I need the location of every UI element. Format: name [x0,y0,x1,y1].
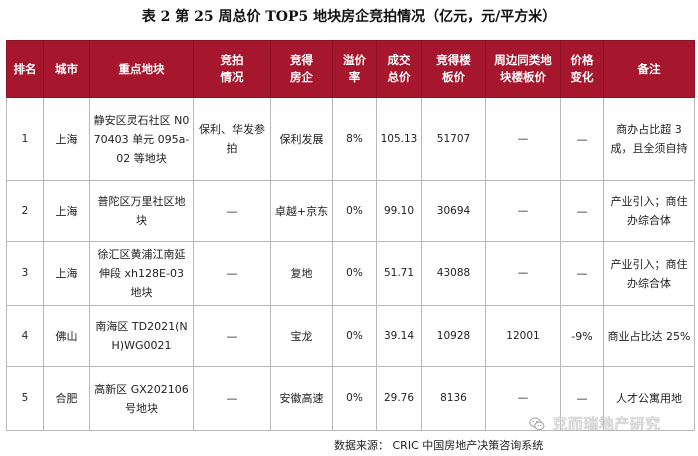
header-row: 排名 城市 重点地块 竞拍 情况 竞得 房企 溢价率成交 总价 竞得楼 板价 周边同类地 块楼板价 价格变… [6,40,695,98]
winner-cell: 保利发展 [270,97,333,181]
parcel-cell: 静安区灵石社区 N070403 单元 095a-02 等地块 [89,97,194,181]
table-row: 4 佛山 南海区 TD2021(NH)WG0021— 宝龙 0% 39.14 10928 12… [6,305,695,367]
city-cell: 佛山 [43,305,90,367]
floor-price-cell: 10928 [421,305,486,367]
premium-cell: 0% [332,366,377,431]
total-price-cell: 29.76 [376,366,422,431]
header-price-change: 价格 变化 [560,40,604,98]
watermark: 克而瑞地产研究 [529,414,661,434]
parcel-cell: 徐汇区黄浦江南延伸段 xh128E-03 地块 [89,241,194,306]
watermark-text: 克而瑞地产研究 [552,415,661,433]
price-change-cell: -9% [560,305,604,367]
city-cell: 上海 [43,180,90,242]
floor-price-cell: 43088 [421,241,486,306]
parcel-cell: 高新区 GX202106 号地块 [89,366,194,431]
note-cell: 商办占比超 3 成，且全须自持 [603,97,695,181]
winner-cell: 卓越+京东 [270,180,333,242]
header-parcel: 重点地块 [89,40,194,98]
winner-cell: 安徽高速 [270,366,333,431]
total-price-cell: 39.14 [376,305,422,367]
city-cell: 上海 [43,97,90,181]
wechat-icon [529,417,545,431]
premium-cell: 0% [332,305,377,367]
city-cell: 合肥 [43,366,90,431]
total-price-cell: 99.10 [376,180,422,242]
note-cell: 商业占比达 25% [603,305,695,367]
floor-price-cell: 8136 [421,366,486,431]
bidding-cell: — [193,366,271,431]
nearby-price-cell: — [485,97,561,181]
table-caption: 表 2 第 25 周总价 TOP5 地块房企竞拍情况（亿元，元/平方米） [141,9,557,25]
parcel-cell: 南海区 TD2021(NH)WG0021 [89,305,194,367]
data-source-note: 数据来源： CRIC 中国房地产决策咨询系统 [334,439,544,452]
nearby-price-cell: — [485,241,561,306]
note-cell: 人才公寓用地 [603,366,695,431]
rank-cell: 3 [6,241,44,306]
floor-price-cell: 30694 [421,180,486,242]
bidding-cell: — [193,305,271,367]
bidding-cell: — [193,241,271,306]
city-cell: 上海 [43,241,90,306]
bidding-cell: 保利、华发参拍 [193,97,271,181]
table-row: 5 合肥 高新区 GX202106 号地块 — 安徽高速 0% 29.76 8136— — 人才公… [6,366,695,431]
rank-cell: 2 [6,180,44,242]
price-change-cell: — [560,241,604,306]
header-floor-price: 竞得楼 板价 [421,40,486,98]
price-change-cell: — [560,180,604,242]
footer: 数据来源： CRIC 中国房地产决策咨询系统 [0,438,698,454]
header-rank: 排名 [6,40,44,98]
note-cell: 产业引入；商住办综合体 [603,180,695,242]
header-bidding: 竞拍 情况 [193,40,271,98]
rank-cell: 5 [6,366,44,431]
rank-cell: 4 [6,305,44,367]
winner-cell: 宝龙 [270,305,333,367]
floor-price-cell: 51707 [421,97,486,181]
land-auction-table: 排名 城市 重点地块 竞拍 情况 竞得 房企 溢价率成交 总价 竞得楼 板价 周边同类地 块楼板价 价格变… [6,40,695,431]
table-body: 1 上海 静安区灵石社区 N070403 单元 095a-02 等地块 保利、华发参拍… [6,97,695,431]
nearby-price-cell: — [485,180,561,242]
header-total-price: 成交 总价 [376,40,422,98]
price-change-cell: — [560,97,604,181]
premium-cell: 0% [332,180,377,242]
note-cell: 产业引入；商住办综合体 [603,241,695,306]
table-row: 3 上海 徐汇区黄浦江南延伸段 xh128E-03 地块 — 复地 0% 51.71 4308… [6,241,695,306]
winner-cell: 复地 [270,241,333,306]
header-premium: 溢价率 [332,40,377,98]
header-city: 城市 [43,40,90,98]
premium-cell: 0% [332,241,377,306]
header-note: 备注 [603,40,695,98]
table-row: 1 上海 静安区灵石社区 N070403 单元 095a-02 等地块 保利、华发参拍… [6,97,695,181]
total-price-cell: 51.71 [376,241,422,306]
bidding-cell: — [193,180,271,242]
header-winner: 竞得 房企 [270,40,333,98]
premium-cell: 8% [332,97,377,181]
header-nearby-price: 周边同类地 块楼板价 [485,40,561,98]
table-row: 2 上海 普陀区万里社区地块 — 卓越+京东 0% 99.10 30694— — 产业引入；商住办… [6,180,695,242]
parcel-cell: 普陀区万里社区地块 [89,180,194,242]
nearby-price-cell: 12001 [485,305,561,367]
rank-cell: 1 [6,97,44,181]
total-price-cell: 105.13 [376,97,422,181]
